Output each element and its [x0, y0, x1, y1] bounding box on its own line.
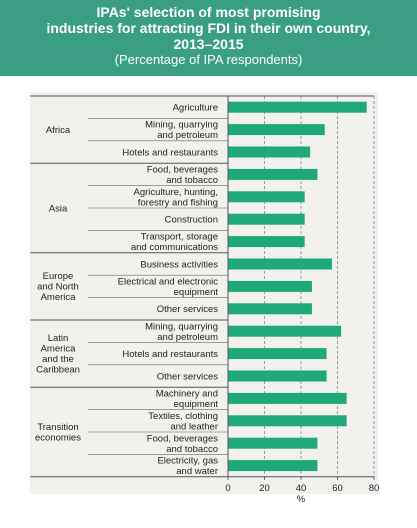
chart-header: IPAs' selection of most promising indust…: [0, 0, 417, 76]
bar: [228, 213, 305, 225]
bar: [228, 437, 318, 449]
bar: [228, 325, 342, 337]
bar: [228, 258, 333, 270]
bar: [228, 303, 312, 315]
bar: [228, 460, 318, 472]
chart-title-line-3: 2013–2015: [173, 36, 244, 52]
chart-subtitle: (Percentage of IPA respondents): [114, 52, 303, 67]
bar: [228, 392, 347, 404]
category-label: Textiles, clothing and leather: [148, 411, 218, 433]
x-tick-label: 40: [296, 483, 307, 494]
bar: [228, 348, 327, 360]
bar: [228, 146, 311, 158]
category-label: Food, beverages and tobacco: [147, 164, 219, 186]
category-label: Mining, quarrying and petroleum: [145, 321, 218, 343]
category-label: Hotels and restaurants: [122, 147, 218, 158]
category-label: Food, beverages and tobacco: [147, 433, 219, 455]
bar: [228, 280, 312, 292]
x-axis-label: %: [297, 494, 306, 505]
x-tick-label: 0: [225, 483, 230, 494]
category-label: Agriculture, hunting, forestry and fishin…: [134, 187, 219, 209]
category-label: Hotels and restaurants: [122, 349, 218, 360]
x-tick-label: 60: [332, 483, 343, 494]
category-label: Other services: [157, 304, 218, 315]
bar: [228, 124, 325, 136]
bar: [228, 191, 305, 203]
category-label: Electricity, gas and water: [157, 456, 218, 478]
bar: [228, 101, 367, 113]
x-tick-label: 80: [369, 483, 380, 494]
chart-title-line-1: IPAs' selection of most promising: [96, 4, 321, 20]
category-label: Business activities: [140, 259, 218, 270]
category-label: Other services: [157, 371, 218, 382]
x-tick-label: 20: [259, 483, 270, 494]
bar: [228, 370, 327, 382]
bar: [228, 236, 305, 248]
group-label: Africa: [46, 125, 71, 136]
group-label: Asia: [49, 203, 68, 214]
category-label: Electrical and electronic equipment: [118, 276, 219, 298]
category-label: Construction: [165, 215, 218, 226]
category-label: Mining, quarrying and petroleum: [145, 120, 218, 142]
group-label: Europe and North America: [37, 271, 79, 303]
chart-title-line-2: industries for attracting FDI in their o…: [46, 20, 371, 36]
group-label: Transition economies: [35, 422, 81, 444]
bar: [228, 168, 318, 180]
category-label: Transport, storage and communications: [131, 232, 218, 254]
chart-panel: [30, 92, 378, 494]
group-label: Latin America and the Caribbean: [36, 333, 80, 376]
category-label: Machinery and equipment: [156, 388, 219, 410]
category-label: Agriculture: [173, 103, 218, 114]
bar: [228, 415, 347, 427]
